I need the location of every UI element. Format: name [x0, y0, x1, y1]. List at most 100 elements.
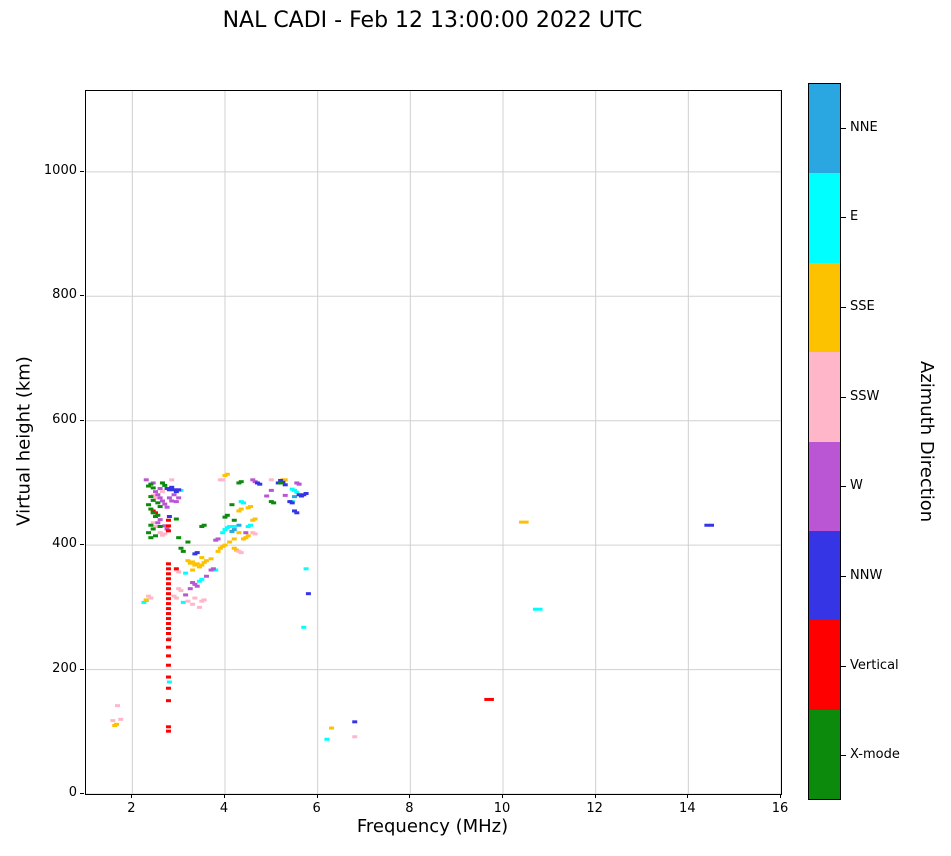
x-tickmark [409, 794, 411, 798]
scatter-point-ssw [146, 594, 152, 598]
colorbar-segment-vertical [809, 620, 840, 710]
scatter-point-vertical [150, 509, 156, 513]
scatter-point-w [153, 490, 158, 494]
colorbar-tickmark [841, 307, 846, 309]
x-tickmark [224, 794, 225, 798]
scatter-point-sse [199, 556, 205, 560]
scatter-point-w [187, 587, 193, 591]
scatter-point-sse [523, 520, 529, 524]
scatter-point-w [296, 482, 302, 486]
scatter-point-x-mode [148, 507, 154, 511]
scatter-point-nnw [176, 488, 182, 492]
scatter-point-vertical [165, 592, 171, 596]
scatter-point-x-mode [173, 517, 179, 521]
scatter-point-e [231, 524, 237, 528]
scatter-point-sse [208, 557, 214, 561]
x-tick-label: 10 [493, 801, 511, 816]
scatter-point-nne [292, 495, 297, 499]
scatter-point-nnw [292, 509, 297, 513]
scatter-point-vertical [165, 617, 171, 621]
colorbar-label-x-mode: X-mode [850, 747, 900, 763]
colorbar-tickmark [841, 217, 846, 219]
scatter-point-x-mode [201, 523, 207, 527]
scatter-point-ssw [169, 478, 175, 482]
scatter-point-sse [190, 568, 196, 572]
colorbar-segment-x-mode [809, 709, 840, 799]
scatter-point-x-mode [146, 531, 152, 535]
scatter-point-x-mode [157, 524, 163, 528]
scatter-point-vertical [165, 699, 171, 703]
scatter-point-w [192, 582, 198, 586]
scatter-point-vertical [165, 638, 171, 642]
scatter-point-nnw [171, 488, 177, 492]
y-tickmark [80, 793, 84, 794]
scatter-point-x-mode [150, 486, 156, 490]
scatter-point-ssw [192, 596, 198, 600]
chart-title: NAL CADI - Feb 12 13:00:00 2022 UTC [222, 8, 643, 33]
scatter-point-e [292, 488, 297, 492]
scatter-point-ssw [150, 521, 156, 525]
scatter-point-e [222, 528, 228, 532]
scatter-point-vertical [165, 572, 171, 576]
scatter-point-ssw [153, 524, 158, 528]
scatter-point-w [162, 524, 168, 528]
scatter-point-sse [190, 560, 196, 564]
scatter-point-sse [194, 562, 200, 566]
y-tickmark [80, 668, 84, 670]
scatter-point-ssw [176, 570, 182, 574]
scatter-point-e [324, 737, 330, 741]
x-tickmark [594, 794, 596, 798]
colorbar-label-w: W [850, 478, 863, 494]
scatter-point-x-mode [148, 536, 154, 540]
scatter-point-ssw [173, 596, 179, 600]
colorbar-segment-nne [809, 84, 840, 174]
scatter-point-x-mode [146, 484, 152, 488]
scatter-point-x-mode [229, 503, 235, 507]
scatter-point-ssw [115, 704, 121, 708]
scatter-point-ssw [171, 594, 177, 598]
scatter-point-x-mode [148, 523, 154, 527]
colorbar-segment-nnw [809, 530, 840, 621]
scatter-point-x-mode [178, 546, 184, 550]
x-tick-label: 8 [405, 801, 414, 816]
scatter-point-x-mode [148, 482, 154, 486]
colorbar-tickmark [841, 665, 846, 667]
x-tick-label: 14 [679, 801, 696, 816]
scatter-point-ssw [148, 596, 154, 600]
scatter-point-sse [224, 472, 230, 476]
scatter-point-w [169, 499, 175, 503]
colorbar-axis-label: Azimuth Direction [916, 360, 937, 523]
scatter-point-sse [114, 722, 120, 726]
colorbar-tickmark [841, 575, 846, 577]
scatter-point-vertical [165, 597, 171, 601]
scatter-point-vertical [165, 612, 171, 616]
scatter-point-x-mode [185, 540, 191, 544]
scatter-point-w [157, 518, 163, 522]
scatter-point-ssw [157, 531, 163, 535]
scatter-point-sse [197, 565, 203, 569]
scatter-point-x-mode [222, 515, 228, 519]
y-tick-label: 200 [52, 660, 77, 676]
scatter-point-nnw [294, 511, 300, 515]
scatter-point-e [227, 524, 233, 528]
scatter-point-nne [231, 528, 237, 532]
scatter-point-nnw [278, 478, 284, 482]
colorbar-tickmark [841, 486, 846, 488]
scatter-point-w [203, 574, 209, 578]
scatter-point-sse [247, 505, 253, 509]
scatter-point-sse [199, 563, 205, 567]
scatter-point-w [143, 478, 149, 482]
scatter-point-e [166, 680, 172, 684]
scatter-point-w [166, 496, 172, 500]
scatter-point-vertical [488, 697, 494, 701]
scatter-point-e [183, 571, 189, 575]
scatter-point-w [164, 505, 170, 509]
scatter-point-ssw [185, 599, 191, 603]
scatter-point-vertical [484, 697, 490, 701]
scatter-point-x-mode [162, 483, 168, 487]
scatter-point-ssw [159, 490, 165, 494]
scatter-point-e [294, 490, 300, 494]
y-tickmark [80, 170, 84, 172]
scatter-point-w [173, 500, 179, 504]
scatter-point-x-mode [150, 527, 156, 531]
